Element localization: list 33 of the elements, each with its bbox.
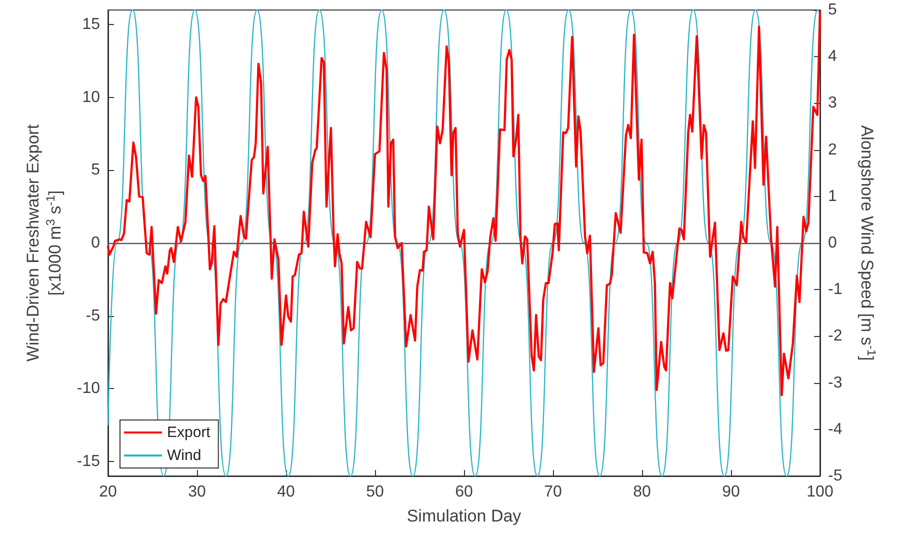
- y-tick-label: -5: [86, 307, 100, 324]
- y2-tick-label: 3: [828, 94, 837, 112]
- line-series: [107, 9, 821, 477]
- y2-tick-label: 0: [828, 234, 837, 252]
- y-tick-label: -15: [76, 452, 100, 470]
- y2-tick-label: 5: [828, 2, 837, 18]
- x-tick-label: 60: [455, 484, 473, 500]
- x-tick-label: 100: [806, 484, 834, 500]
- x-tick-label: 80: [633, 484, 651, 500]
- y2-tick-label: -5: [828, 468, 842, 484]
- y-tick-label: -10: [76, 380, 100, 398]
- y2-tick-label: 2: [828, 141, 837, 158]
- y2-axis-title: Alongshore Wind Speed [m s-1]: [858, 125, 878, 361]
- y2-tick-label: -3: [828, 374, 842, 392]
- x-tick-label: 30: [188, 484, 206, 500]
- x-tick-label: 90: [722, 484, 740, 500]
- x-axis-title: Simulation Day: [406, 506, 522, 526]
- x-tick-label: 40: [277, 484, 295, 500]
- y-tick-label: 10: [82, 88, 100, 106]
- y2-tick-label: -4: [828, 420, 842, 438]
- y2-tick-label: -2: [828, 328, 842, 345]
- y-tick-label: 15: [82, 16, 100, 34]
- x-tick-label: 50: [366, 484, 384, 500]
- x-tick-label: 70: [544, 484, 562, 500]
- y2-tick-label: 4: [828, 48, 837, 66]
- y-tick-label: 5: [91, 162, 100, 179]
- y2-tick-label: 1: [828, 188, 837, 205]
- legend-label: Wind: [167, 447, 202, 464]
- legend-label: Export: [167, 424, 212, 441]
- y-tick-label: 0: [91, 234, 100, 252]
- x-tick-label: 20: [99, 484, 117, 500]
- line-series: [106, 10, 822, 396]
- y2-tick-label: -1: [828, 281, 842, 298]
